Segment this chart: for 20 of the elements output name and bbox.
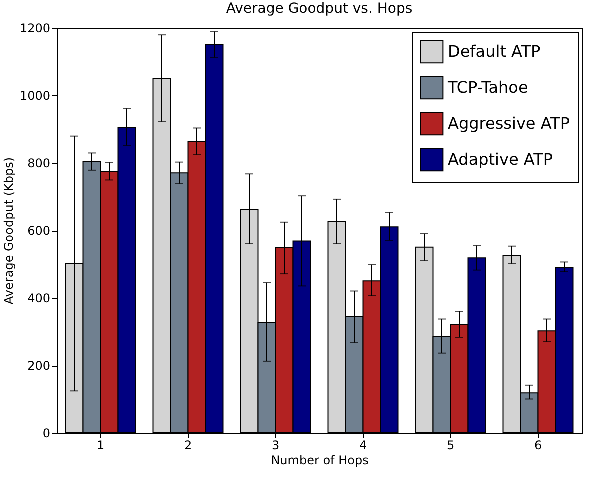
y-tick-label: 800 xyxy=(28,156,50,170)
chart-title: Average Goodput vs. Hops xyxy=(226,1,413,17)
legend-label: Aggressive ATP xyxy=(448,114,570,133)
legend-label: Default ATP xyxy=(448,42,542,61)
x-tick-label: 3 xyxy=(272,438,280,452)
y-tick-label: 0 xyxy=(42,426,50,440)
y-tick-label: 1200 xyxy=(20,22,50,36)
y-tick-label: 200 xyxy=(28,359,50,373)
y-tick-label: 400 xyxy=(28,292,50,306)
x-tick-label: 5 xyxy=(446,438,455,452)
y-tick-label: 1000 xyxy=(20,89,50,103)
legend-label: Adaptive ATP xyxy=(448,150,554,169)
y-tick-label: 600 xyxy=(28,224,50,238)
legend-label: TCP-Tahoe xyxy=(447,78,528,97)
x-tick-label: 1 xyxy=(96,438,105,452)
x-tick-label: 4 xyxy=(359,438,368,452)
x-tick-label: 6 xyxy=(534,438,542,452)
x-tick-label: 2 xyxy=(184,438,192,452)
x-axis-title: Number of Hops xyxy=(271,454,369,468)
y-axis-title: Average Goodput (Kbps) xyxy=(2,157,16,305)
